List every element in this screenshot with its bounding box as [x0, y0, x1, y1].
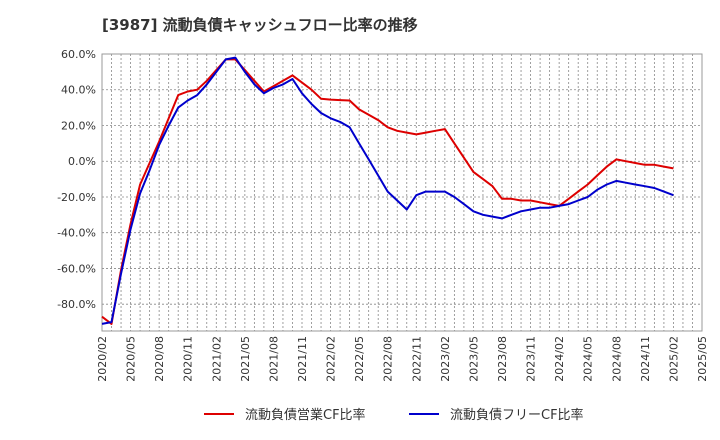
x-tick-label: 2024/02	[553, 336, 566, 382]
y-tick-label: 20.0%	[61, 119, 96, 132]
x-tick-label: 2020/08	[153, 336, 166, 382]
x-axis: 2020/02 2020/05 2020/08 2020/11 2021/02 2021/…	[96, 336, 709, 382]
series-layer	[101, 56, 674, 325]
x-tick-label: 2024/11	[639, 336, 652, 382]
grid-layer	[102, 53, 702, 331]
x-tick-label: 2020/11	[182, 336, 195, 382]
x-tick-label: 2021/02	[210, 336, 223, 382]
x-tick-label: 2025/05	[696, 336, 709, 382]
x-tick-label: 2023/08	[496, 336, 509, 382]
x-tick-label: 2022/05	[353, 336, 366, 382]
y-tick-label: 40.0%	[61, 84, 96, 97]
x-tick-label: 2025/02	[667, 336, 680, 382]
legend-label-2: 流動負債フリーCF比率	[450, 407, 584, 423]
x-tick-label: 2021/08	[267, 336, 280, 382]
x-tick-label: 2023/05	[467, 336, 480, 382]
x-tick-label: 2023/02	[439, 336, 452, 382]
chart-title: [3987] 流動負債キャッシュフロー比率の推移	[102, 16, 418, 34]
series-line-2	[101, 56, 674, 325]
x-tick-label: 2022/02	[325, 336, 338, 382]
y-tick-label: -40.0%	[57, 227, 96, 240]
plot-frame	[101, 53, 703, 332]
x-tick-label: 2020/02	[96, 336, 109, 382]
legend-label-1: 流動負債営業CF比率	[245, 407, 366, 423]
x-tick-label: 2022/08	[382, 336, 395, 382]
x-tick-label: 2023/11	[525, 336, 538, 382]
x-tick-label: 2021/11	[296, 336, 309, 382]
x-tick-label: 2022/11	[410, 336, 423, 382]
y-tick-label: -80.0%	[57, 298, 96, 311]
x-tick-label: 2024/05	[582, 336, 595, 382]
series-line-1	[101, 58, 674, 325]
x-tick-label: 2020/05	[125, 336, 138, 382]
y-axis: 60.0% 40.0% 20.0% 0.0% -20.0% -40.0% -60.0% -80…	[57, 48, 96, 311]
x-tick-label: 2024/08	[610, 336, 623, 382]
x-tick-label: 2021/05	[239, 336, 252, 382]
y-tick-label: 0.0%	[68, 155, 96, 168]
y-tick-label: -20.0%	[57, 191, 96, 204]
legend: 流動負債営業CF比率 流動負債フリーCF比率	[204, 407, 584, 423]
y-tick-label: -60.0%	[57, 262, 96, 275]
y-tick-label: 60.0%	[61, 48, 96, 61]
